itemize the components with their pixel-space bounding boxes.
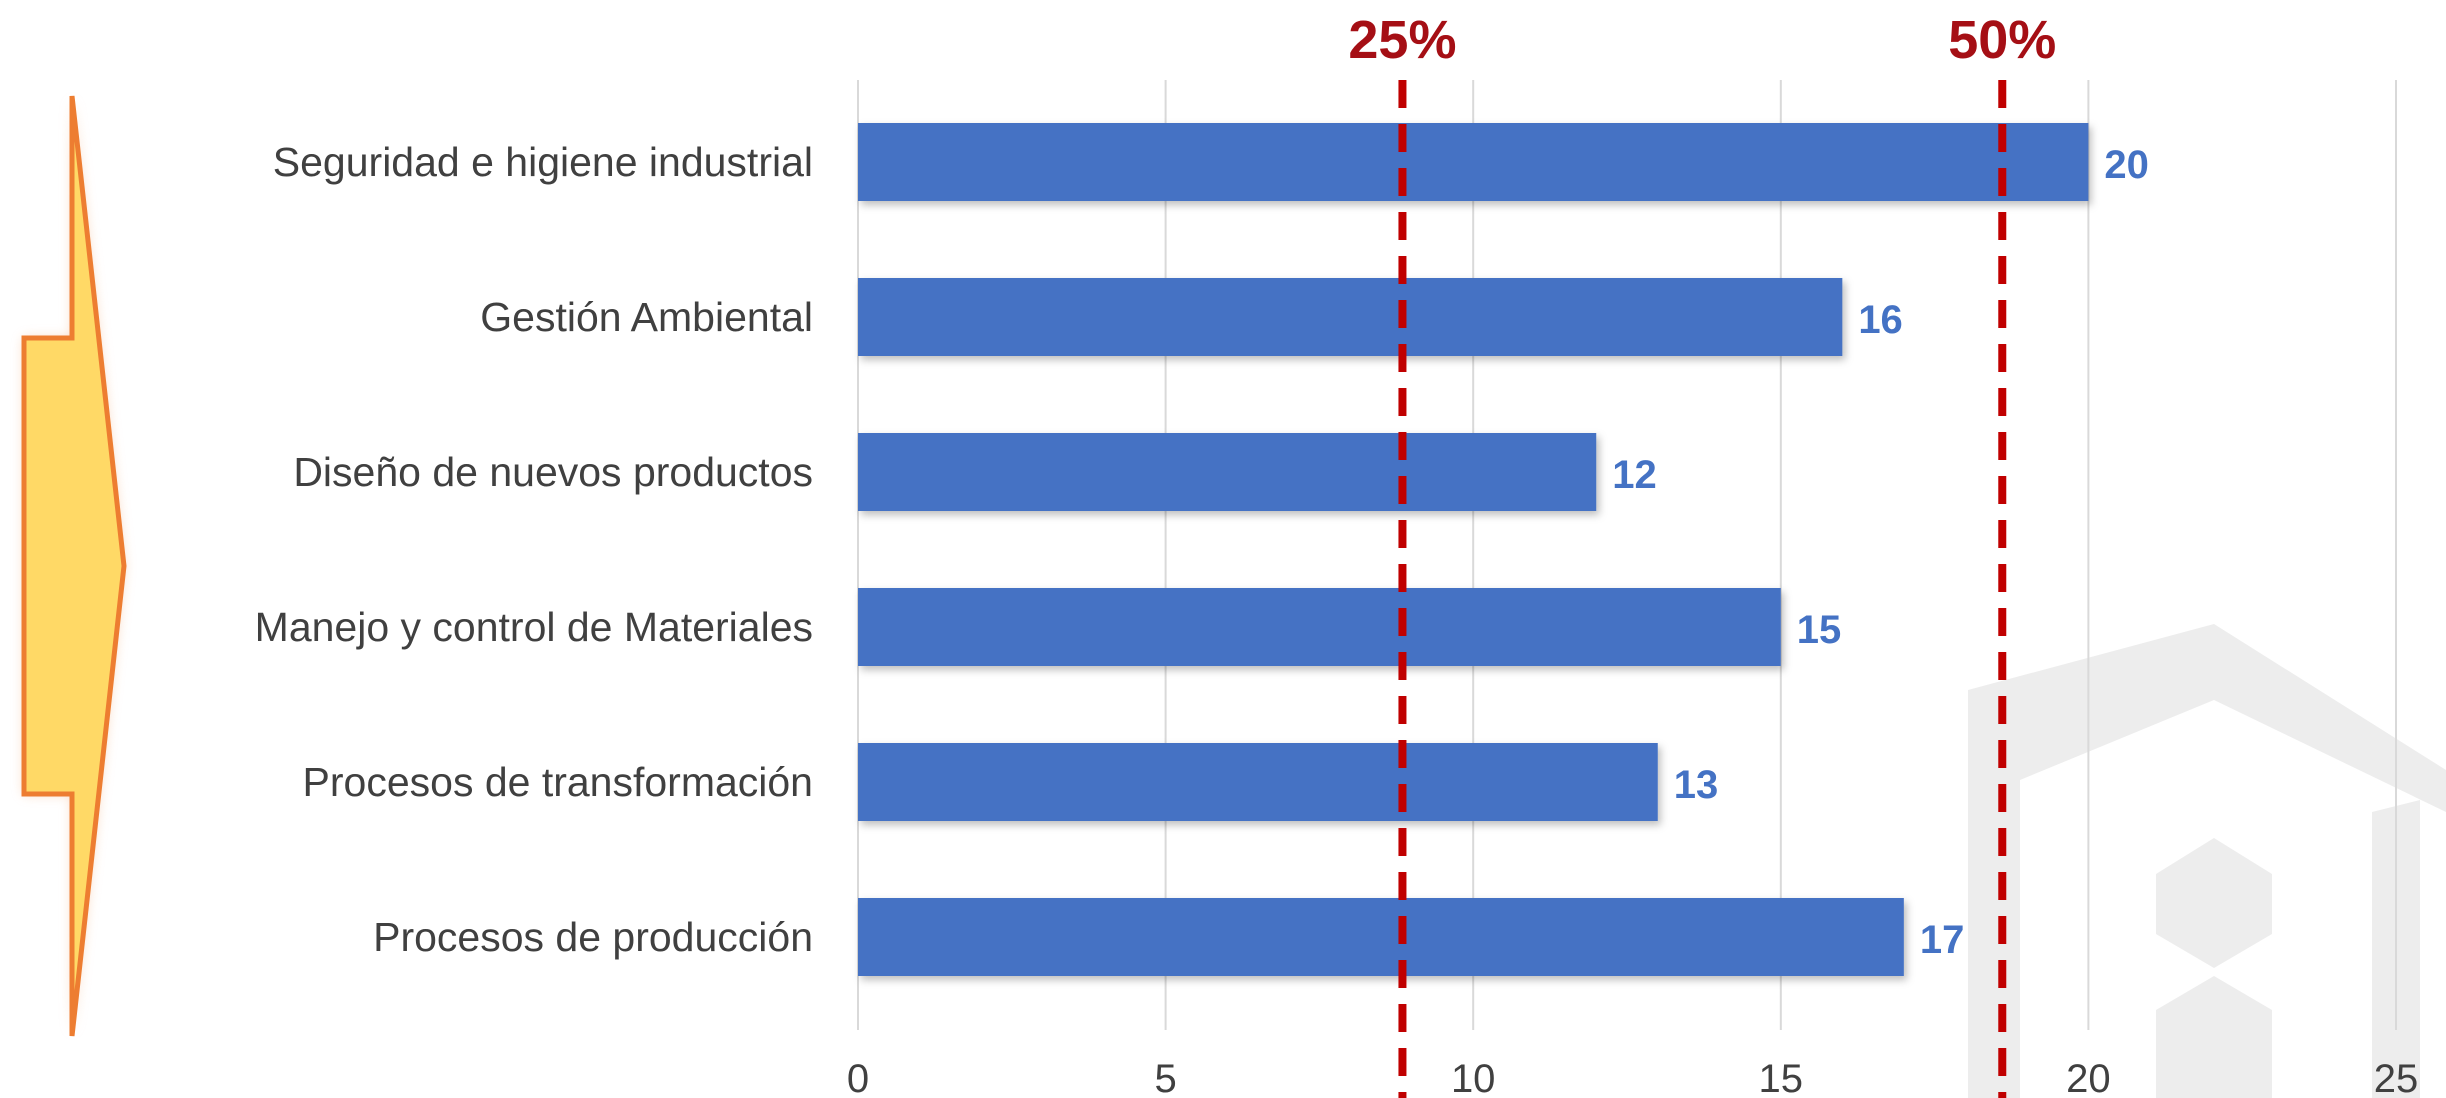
bar — [858, 278, 1843, 356]
bar — [858, 588, 1781, 666]
watermark-logo — [1968, 624, 2446, 1098]
bar — [858, 433, 1597, 511]
reference-line-label: 25% — [1348, 10, 1456, 70]
reference-lines — [1398, 80, 2007, 1098]
x-tick-label: 20 — [2066, 1057, 2111, 1098]
x-tick-label: 10 — [1451, 1057, 1496, 1098]
category-label: Procesos de transformación — [303, 759, 813, 805]
arrow-icon — [21, 95, 127, 1037]
data-label: 17 — [1920, 918, 1965, 962]
x-tick-label: 0 — [847, 1057, 869, 1098]
x-tick-label: 5 — [1154, 1057, 1176, 1098]
data-label: 12 — [1612, 453, 1657, 497]
gridlines — [857, 80, 2397, 1030]
data-label: 13 — [1674, 763, 1719, 807]
data-label: 16 — [1858, 298, 1903, 342]
bars — [858, 123, 2089, 976]
reference-line-label: 50% — [1948, 10, 2056, 70]
bar — [858, 898, 1904, 976]
category-label: Gestión Ambiental — [480, 294, 813, 340]
x-tick-label: 25 — [2374, 1057, 2419, 1098]
category-label: Seguridad e higiene industrial — [273, 139, 813, 185]
bar — [858, 123, 2089, 201]
x-tick-label: 15 — [1759, 1057, 1804, 1098]
data-label: 15 — [1797, 608, 1842, 652]
data-label: 20 — [2104, 143, 2149, 187]
category-label: Manejo y control de Materiales — [255, 604, 813, 650]
labels: 0 5 10 15 20 25 Seguridad e higiene industrial… — [255, 10, 2419, 1098]
category-label: Diseño de nuevos productos — [293, 449, 813, 495]
category-label: Procesos de producción — [373, 914, 813, 960]
bar — [858, 743, 1658, 821]
